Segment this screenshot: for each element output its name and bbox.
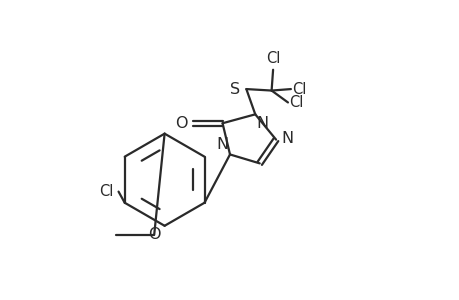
- Text: O: O: [174, 116, 187, 131]
- Text: N: N: [281, 130, 293, 146]
- Text: Cl: Cl: [265, 51, 280, 66]
- Text: N: N: [256, 116, 269, 131]
- Text: N: N: [216, 137, 228, 152]
- Text: S: S: [230, 82, 240, 97]
- Text: Cl: Cl: [289, 95, 303, 110]
- Text: Cl: Cl: [99, 184, 113, 199]
- Text: O: O: [148, 227, 161, 242]
- Text: Cl: Cl: [292, 82, 306, 97]
